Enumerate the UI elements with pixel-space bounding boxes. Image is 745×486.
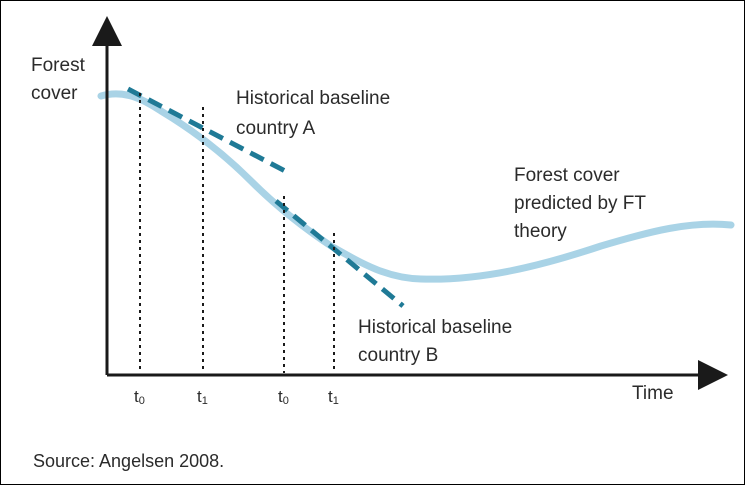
y-axis-label-line1: Forest bbox=[31, 55, 86, 76]
forest-cover-curve bbox=[97, 90, 735, 283]
tick-label-t0-a: t0 bbox=[134, 387, 145, 407]
baseline-a-label-line2: country A bbox=[236, 118, 316, 139]
baseline-b-label-line2: country B bbox=[358, 345, 438, 366]
baseline-country-b-line bbox=[274, 199, 405, 308]
source-caption: Source: Angelsen 2008. bbox=[33, 451, 224, 471]
y-axis-label-line2: cover bbox=[31, 83, 78, 104]
tick-label-t1-a: t1 bbox=[197, 387, 208, 407]
baseline-b-label-line1: Historical baseline bbox=[358, 317, 512, 338]
baseline-country-a-line bbox=[126, 86, 291, 176]
curve-label-line3: theory bbox=[514, 221, 567, 242]
curve-label-line2: predicted by FT bbox=[514, 193, 646, 214]
x-axis-label: Time bbox=[632, 383, 674, 404]
baseline-a-label-line1: Historical baseline bbox=[236, 88, 390, 109]
curve-label-line1: Forest cover bbox=[514, 165, 620, 186]
tick-label-t1-b: t1 bbox=[328, 387, 339, 407]
tick-label-t0-b: t0 bbox=[278, 387, 289, 407]
